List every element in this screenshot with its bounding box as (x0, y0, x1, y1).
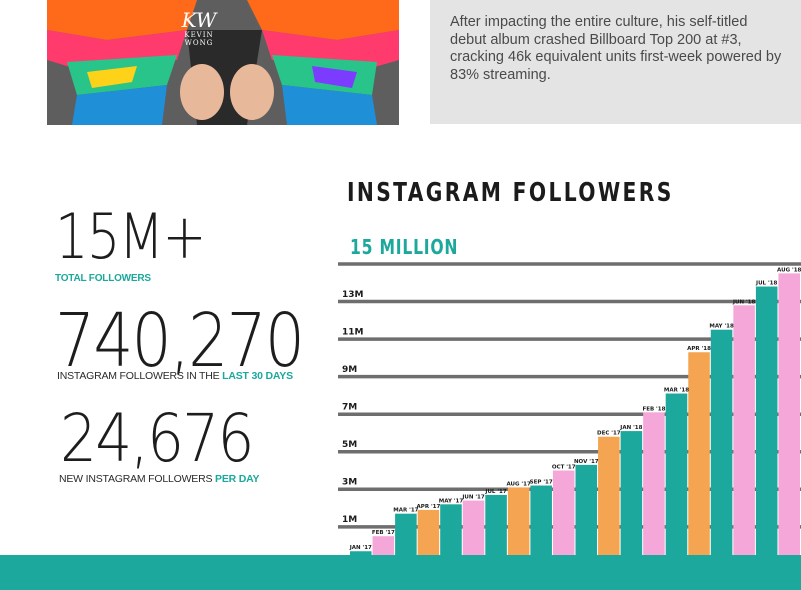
y-tick-label: 13M (342, 290, 364, 300)
bar-label: APR '17 (417, 504, 441, 510)
bar-jan-18 (620, 431, 643, 555)
bar-may-18 (710, 329, 733, 555)
bar-label: DEC '17 (597, 431, 621, 437)
per-day-value: 24,676 (60, 400, 254, 477)
bar-dec-17 (598, 436, 620, 555)
bar-label: MAR '18 (664, 388, 689, 394)
bar-label: FEB '17 (372, 530, 395, 536)
bar-label: OCT '17 (552, 465, 576, 471)
bar-label: JUN '18 (732, 299, 756, 305)
bar-label: JUL '18 (755, 281, 777, 287)
bar-apr-18 (688, 352, 710, 555)
bar-label: JUN '17 (461, 495, 485, 501)
bar-label: FEB '18 (642, 406, 665, 412)
watermark-text: KEVIN WONG (184, 31, 214, 47)
per-day-label: NEW INSTAGRAM FOLLOWERS PER DAY (59, 473, 260, 485)
bar-label: MAR '17 (393, 508, 418, 514)
bar-jun-18 (733, 305, 755, 555)
bar-label: MAY '17 (439, 498, 464, 504)
y-tick-label: 1M (342, 515, 357, 525)
bar-jul-18 (755, 286, 778, 555)
y-tick-label: 5M (342, 440, 357, 450)
bar-label: NOV '17 (574, 459, 599, 465)
chart-subtitle: 15 MILLION (350, 235, 459, 259)
hero-photo: KW KEVIN WONG (47, 0, 399, 125)
per-day-label-emph: PER DAY (215, 473, 260, 485)
bar-label: APR '18 (687, 346, 711, 352)
y-tick-label: 9M (342, 365, 357, 375)
bar-jun-17 (462, 500, 485, 555)
bar-oct-17 (552, 470, 575, 555)
bar-aug-18 (778, 273, 800, 555)
bar-jul-17 (485, 494, 507, 555)
bar-label: AUG '18 (777, 267, 801, 273)
bar-label: JAN '18 (619, 425, 642, 431)
watermark-logo: KW (181, 8, 217, 32)
y-tick-label: 11M (342, 327, 364, 337)
photo-watermark: KW KEVIN WONG (169, 10, 229, 47)
chart-title: INSTAGRAM FOLLOWERS (347, 178, 674, 208)
album-blurb-box: After impacting the entire culture, his … (430, 0, 801, 124)
bar-apr-17 (417, 509, 440, 555)
y-tick-label: 3M (342, 478, 357, 488)
bar-mar-17 (395, 513, 417, 555)
album-blurb-text: After impacting the entire culture, his … (450, 14, 782, 83)
total-followers-value: 15M+ (55, 200, 207, 273)
bar-label: MAY '18 (709, 324, 734, 330)
bar-nov-17 (575, 464, 598, 555)
last-30-days-label-prefix: INSTAGRAM FOLLOWERS IN THE (57, 370, 223, 382)
y-tick-label: 7M (342, 402, 357, 412)
per-day-label-prefix: NEW INSTAGRAM FOLLOWERS (59, 473, 216, 485)
bar-label: SEP '17 (530, 480, 553, 486)
bar-label: AUG '17 (506, 481, 530, 487)
last-30-days-label: INSTAGRAM FOLLOWERS IN THE LAST 30 DAYS (57, 370, 293, 382)
bar-feb-18 (643, 412, 665, 555)
bottom-band (0, 555, 801, 590)
bar-may-17 (440, 504, 462, 555)
bar-label: JAN '17 (349, 545, 372, 551)
bar-label: JUL '17 (484, 489, 506, 495)
bar-feb-17 (372, 536, 395, 555)
total-followers-label: TOTAL FOLLOWERS (55, 273, 151, 284)
last-30-days-label-emph: LAST 30 DAYS (222, 370, 293, 382)
bar-mar-18 (665, 393, 688, 555)
bar-aug-17 (507, 487, 530, 555)
last-30-days-value: 740,270 (55, 298, 305, 384)
bar-jan-17 (350, 551, 372, 555)
bar-sep-17 (530, 485, 552, 555)
bars-layer (350, 273, 800, 555)
fur-coat-image (47, 0, 399, 125)
